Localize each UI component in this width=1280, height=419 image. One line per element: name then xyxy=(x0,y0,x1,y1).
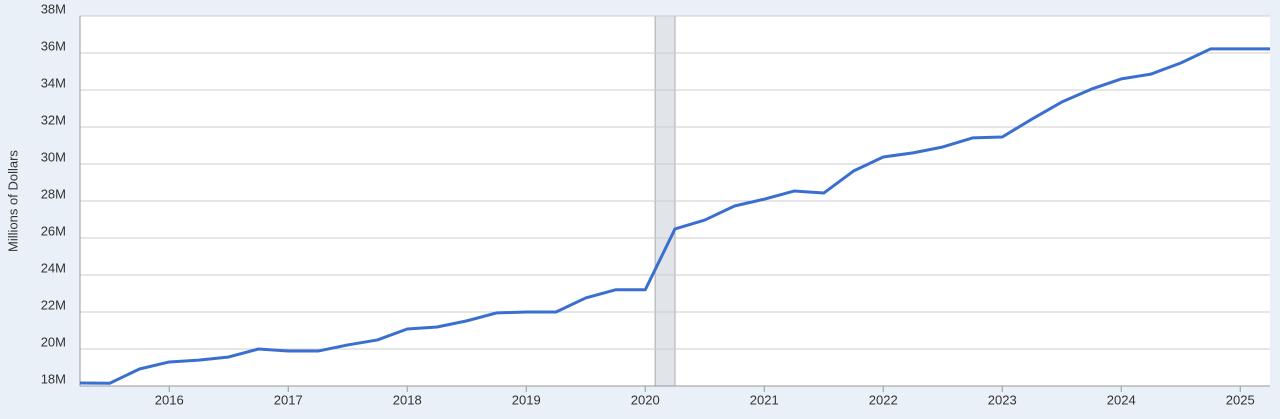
y-axis-label: Millions of Dollars xyxy=(5,150,20,252)
x-tick-label: 2023 xyxy=(988,392,1017,407)
x-tick-label: 2022 xyxy=(869,392,898,407)
x-tick-label: 2016 xyxy=(155,392,184,407)
y-tick-label: 32M xyxy=(41,112,66,127)
x-tick-label: 2025 xyxy=(1226,392,1255,407)
data-line xyxy=(79,47,1270,385)
y-tick-label: 24M xyxy=(41,260,66,275)
y-tick-label: 36M xyxy=(41,38,66,53)
y-tick-label: 26M xyxy=(41,223,66,238)
y-tick-label: 30M xyxy=(41,149,66,164)
y-tick-label: 20M xyxy=(41,334,66,349)
x-tick-label: 2020 xyxy=(631,392,660,407)
x-tick-label: 2024 xyxy=(1107,392,1136,407)
y-tick-label: 18M xyxy=(41,371,66,386)
x-tick-label: 2021 xyxy=(750,392,779,407)
x-tick-label: 2017 xyxy=(274,392,303,407)
y-tick-label: 38M xyxy=(41,1,66,16)
x-tick-label: 2019 xyxy=(512,392,541,407)
y-tick-label: 34M xyxy=(41,75,66,90)
y-tick-label: 22M xyxy=(41,297,66,312)
x-tick-label: 2018 xyxy=(393,392,422,407)
y-tick-label: 28M xyxy=(41,186,66,201)
